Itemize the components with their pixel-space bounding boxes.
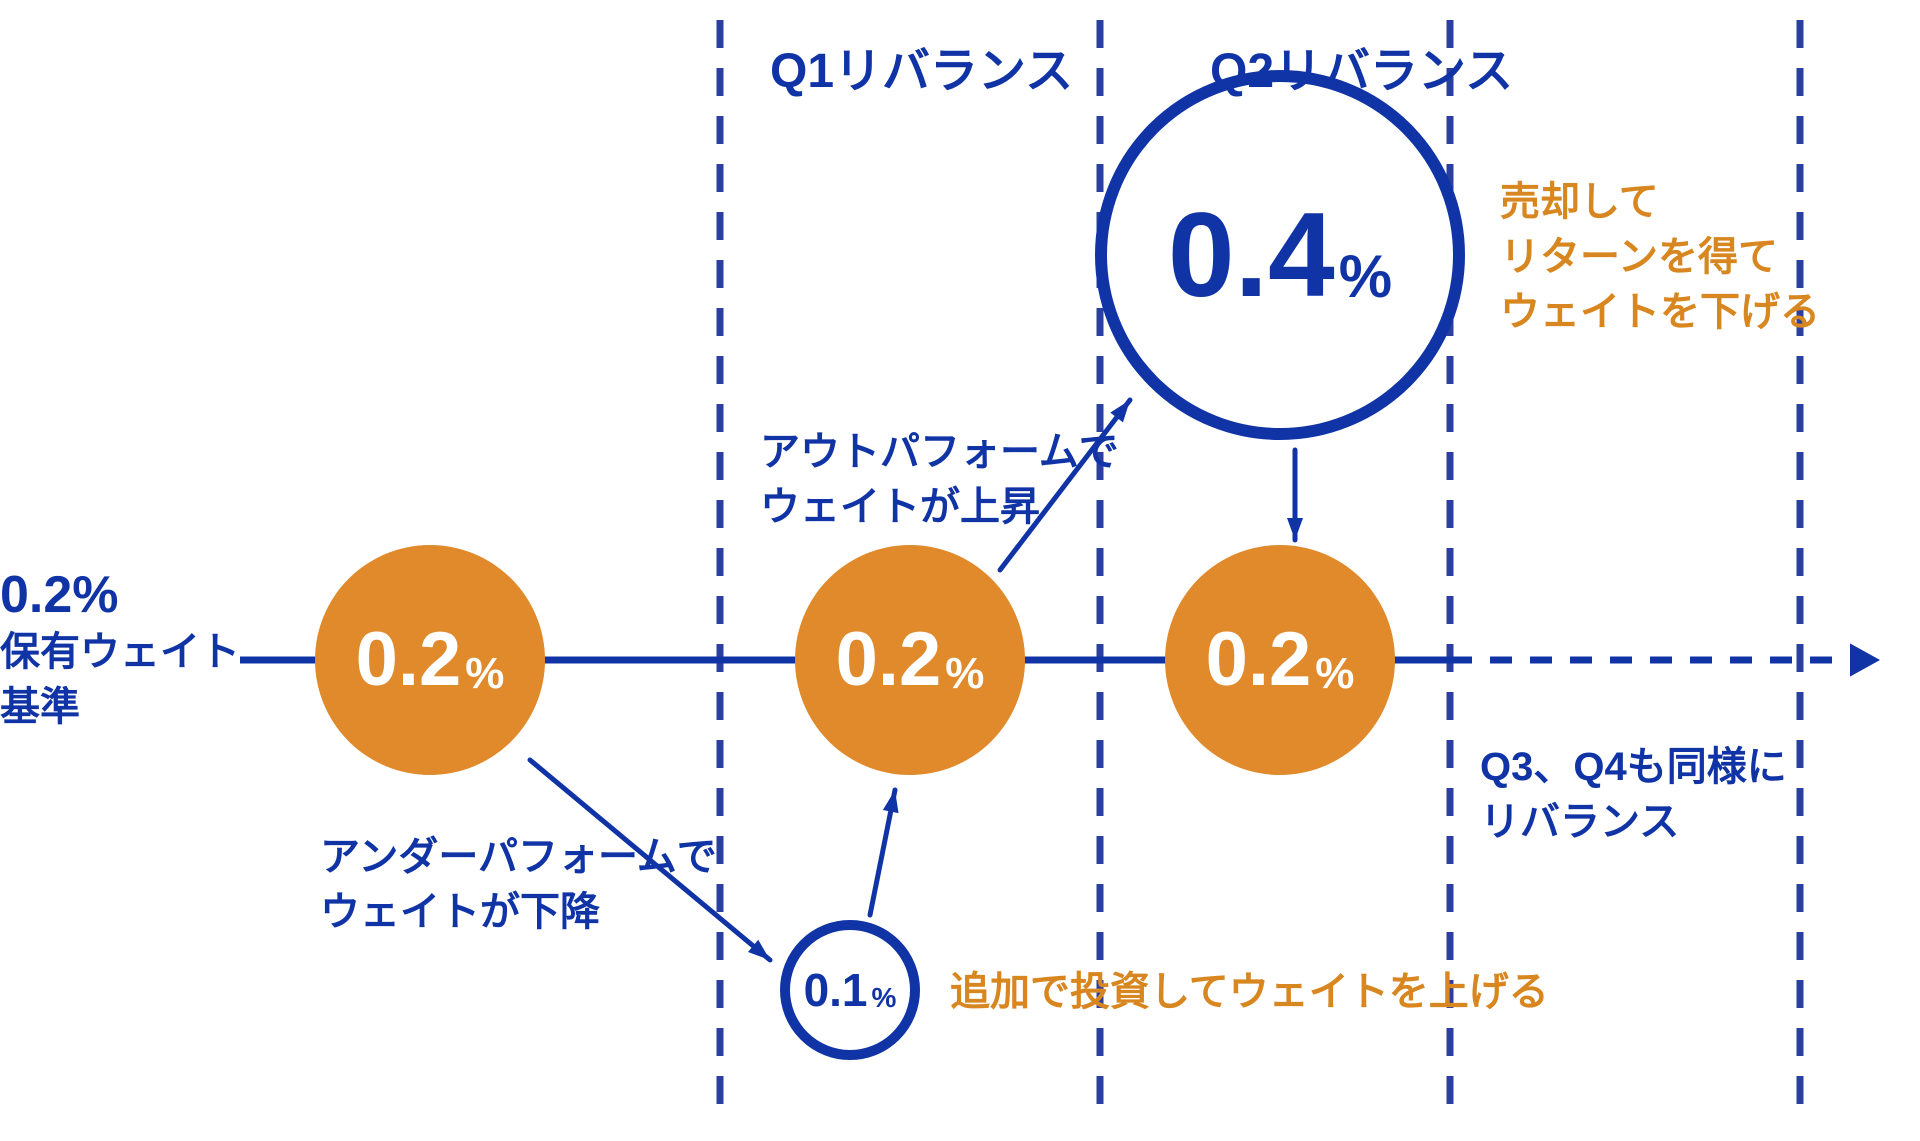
node-unit: % bbox=[945, 649, 984, 699]
underperform-label-l1: アンダーパフォームで bbox=[320, 830, 717, 884]
left-title-line2: 基準 bbox=[0, 680, 80, 734]
sell-label-l2: リターンを得て bbox=[1500, 230, 1778, 284]
node-base-3: 0.2% bbox=[1165, 545, 1395, 775]
node-outperform: 0.4% bbox=[1095, 70, 1465, 440]
node-base-1: 0.2% bbox=[315, 545, 545, 775]
add-invest-label: 追加で投資してウェイトを上げる bbox=[950, 965, 1549, 1019]
node-unit: % bbox=[872, 982, 897, 1014]
node-value: 0.1 bbox=[804, 967, 868, 1013]
q1-rebalance-label: Q1リバランス bbox=[770, 40, 1073, 105]
outperform-label-l1: アウトパフォームで bbox=[760, 425, 1119, 479]
node-value: 0.2 bbox=[1206, 622, 1312, 698]
node-base-2: 0.2% bbox=[795, 545, 1025, 775]
node-underperform: 0.1% bbox=[780, 920, 920, 1060]
outperform-label-l2: ウェイトが上昇 bbox=[760, 480, 1040, 534]
sell-label-l1: 売却して bbox=[1500, 175, 1659, 229]
q2-rebalance-label: Q2リバランス bbox=[1210, 40, 1513, 105]
node-value: 0.2 bbox=[356, 622, 462, 698]
node-unit: % bbox=[1315, 649, 1354, 699]
underperform-label-l2: ウェイトが下降 bbox=[320, 885, 600, 939]
left-title-line1: 保有ウェイト bbox=[0, 625, 240, 679]
node-unit: % bbox=[465, 649, 504, 699]
q3q4-label-l2: リバランス bbox=[1480, 795, 1679, 849]
node-value: 0.4 bbox=[1168, 195, 1335, 315]
rebalance-diagram: 0.2% 0.2% 0.2% 0.4% 0.1% 0.2% 保有ウェイト 基準 … bbox=[0, 0, 1920, 1141]
node-unit: % bbox=[1339, 242, 1392, 311]
node-value: 0.2 bbox=[836, 622, 942, 698]
sell-label-l3: ウェイトを下げる bbox=[1500, 285, 1820, 339]
left-title-percent: 0.2% bbox=[0, 560, 119, 630]
q3q4-label-l1: Q3、Q4も同様に bbox=[1480, 740, 1787, 794]
